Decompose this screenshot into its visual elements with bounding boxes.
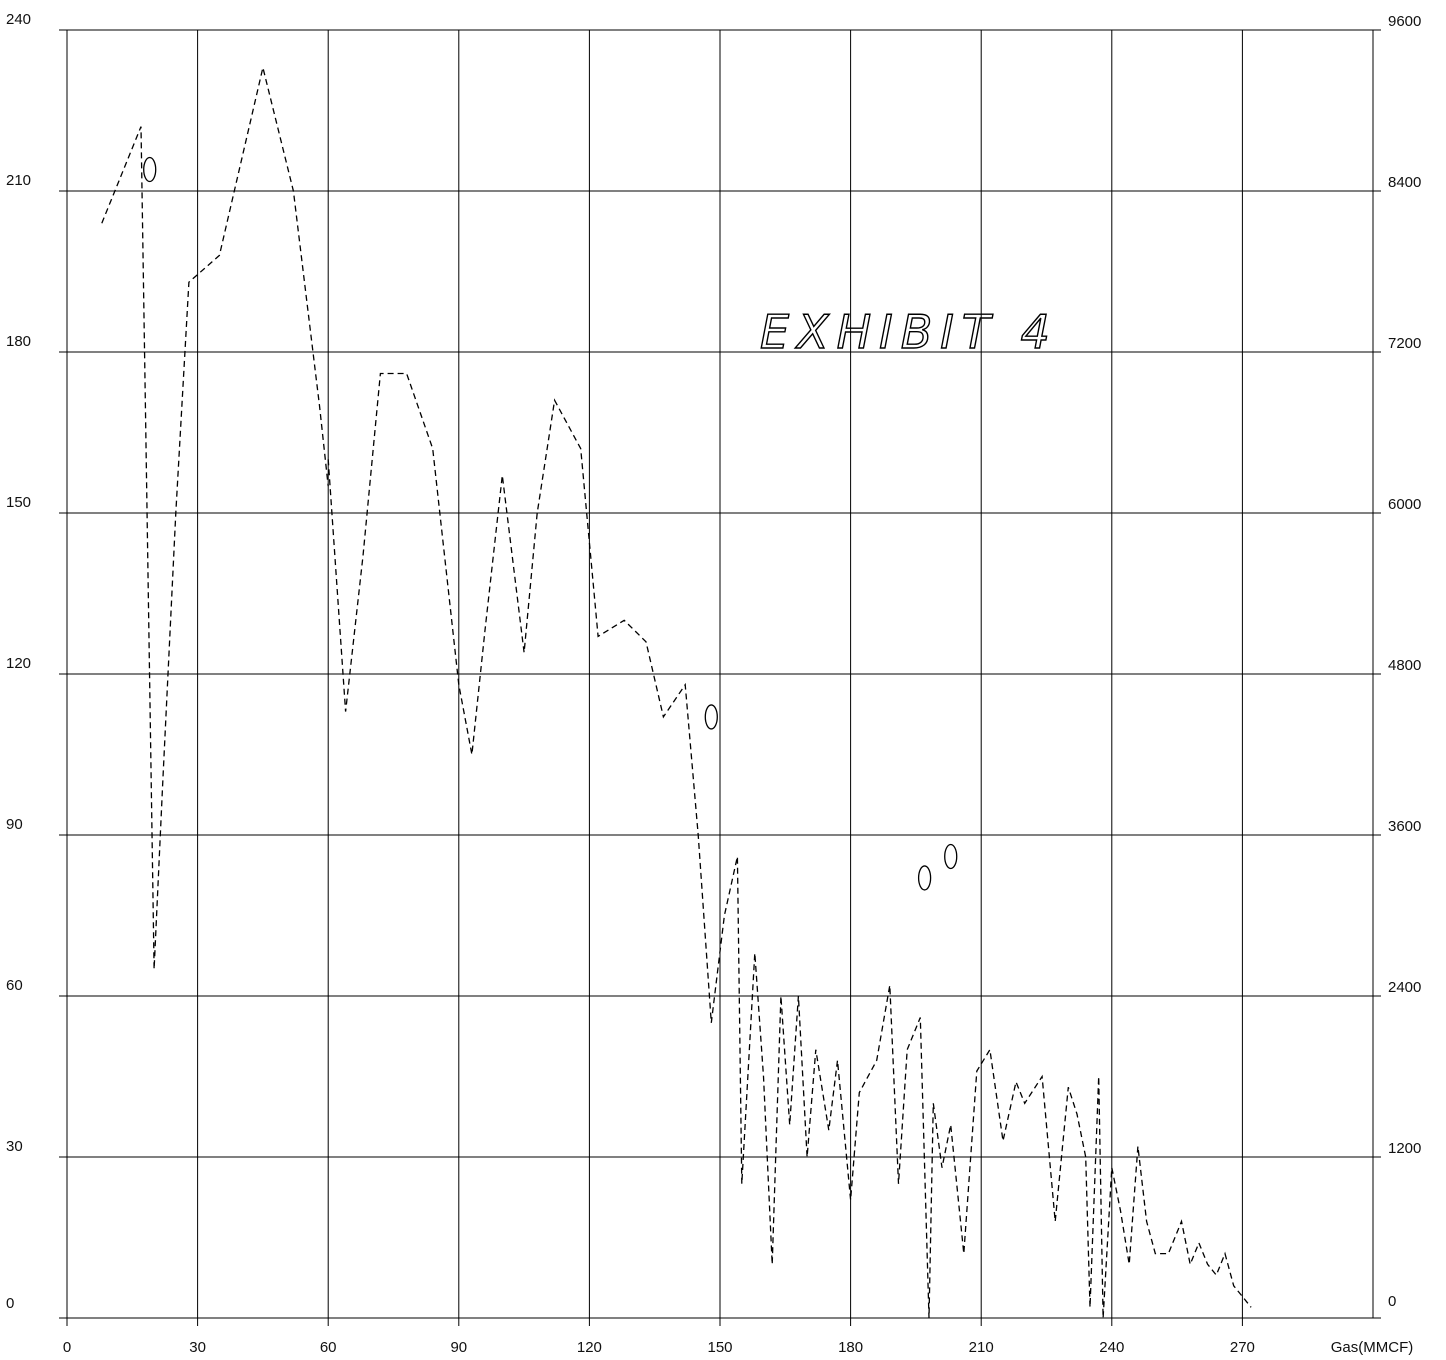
x-tick-label: 0: [63, 1339, 71, 1356]
marker-layer: [143, 156, 958, 891]
right-y-tick-label: 3600: [1388, 818, 1421, 835]
right-y-tick-label: 7200: [1388, 335, 1421, 352]
right-y-tick-label: 2400: [1388, 979, 1421, 996]
exhibit-annotation: EXHIBIT 4: [760, 305, 1058, 359]
point-marker: [143, 156, 157, 183]
x-axis-label: Gas(MMCF): [1331, 1339, 1414, 1356]
left-y-tick-labels: 0 30 60 90 120 150 180 210 240: [6, 11, 31, 1312]
right-y-tick-label: 0: [1388, 1293, 1396, 1310]
x-tick-label: 210: [969, 1339, 994, 1356]
right-y-tick-labels: 0 1200 2400 3600 4800 6000 7200 8400 9600: [1388, 13, 1421, 1310]
left-y-tick-label: 60: [6, 977, 23, 994]
left-y-tick-label: 150: [6, 494, 31, 511]
right-y-tick-label: 8400: [1388, 174, 1421, 191]
point-marker: [917, 865, 932, 891]
x-tick-label: 150: [707, 1339, 732, 1356]
grid-layer: [59, 29, 1381, 1326]
x-tick-label: 120: [577, 1339, 602, 1356]
left-y-tick-label: 90: [6, 816, 23, 833]
point-marker: [944, 843, 958, 870]
left-y-tick-label: 180: [6, 333, 31, 350]
left-y-tick-label: 30: [6, 1138, 23, 1155]
x-tick-label: 270: [1230, 1339, 1255, 1356]
series-line-2: [327, 372, 1252, 1319]
right-y-tick-label: 4800: [1388, 657, 1421, 674]
series-layer: [101, 67, 1252, 1319]
point-marker: [704, 704, 718, 730]
x-tick-label: 240: [1099, 1339, 1124, 1356]
right-y-tick-label: 9600: [1388, 13, 1421, 30]
left-y-tick-label: 0: [6, 1295, 14, 1312]
x-tick-labels: 0 30 60 90 120 150 180 210 240 270: [63, 1339, 1255, 1356]
left-y-tick-label: 120: [6, 655, 31, 672]
x-tick-label: 180: [838, 1339, 863, 1356]
series-line-1: [101, 67, 329, 970]
left-y-tick-label: 240: [6, 11, 31, 28]
x-tick-label: 60: [320, 1339, 337, 1356]
x-tick-label: 30: [189, 1339, 206, 1356]
x-tick-label: 90: [450, 1339, 467, 1356]
right-y-tick-label: 1200: [1388, 1140, 1421, 1157]
right-y-tick-label: 6000: [1388, 496, 1421, 513]
left-y-tick-label: 210: [6, 172, 31, 189]
